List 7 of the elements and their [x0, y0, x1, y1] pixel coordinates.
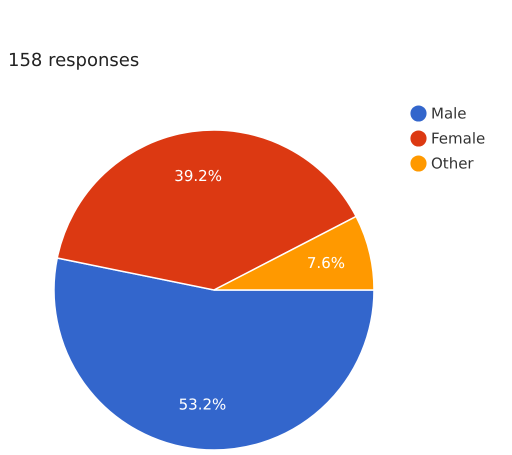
data-label: 39.2% [174, 166, 222, 185]
data-label: 7.6% [306, 254, 345, 272]
legend-label: Female [431, 130, 486, 148]
chart-title: 158 responses [8, 50, 140, 71]
data-label: 53.2% [178, 396, 226, 414]
legend-label: Other [431, 154, 474, 172]
legend-label: Male [431, 104, 467, 122]
